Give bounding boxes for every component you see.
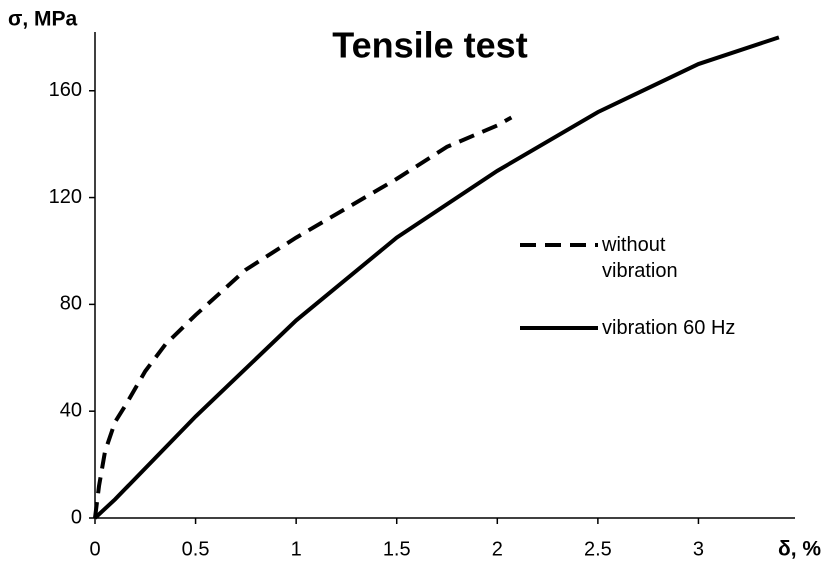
- line-series: [93, 115, 513, 519]
- x-tick-label: 1.5: [383, 538, 411, 560]
- legend-label: without vibration: [602, 234, 678, 282]
- x-tick-label: 1: [291, 538, 302, 560]
- y-tick-label: 120: [49, 186, 82, 208]
- chart-title: Tensile test: [332, 25, 527, 66]
- y-tick-label: 0: [71, 506, 82, 528]
- y-tick-label: 80: [60, 293, 82, 315]
- y-tick-label: 40: [60, 399, 82, 421]
- legend-label: vibration 60 Hz: [602, 317, 736, 339]
- y-axis-label: σ, MPa: [8, 8, 78, 31]
- line-series: [93, 35, 780, 520]
- x-tick-label: 3: [693, 538, 704, 560]
- x-tick-label: 2.5: [584, 538, 612, 560]
- x-tick-label: 0: [89, 538, 100, 560]
- x-tick-label: 0.5: [182, 538, 210, 560]
- y-tick-label: 160: [49, 79, 82, 101]
- x-tick-label: 2: [492, 538, 503, 560]
- x-axis-label: δ, %: [778, 538, 821, 561]
